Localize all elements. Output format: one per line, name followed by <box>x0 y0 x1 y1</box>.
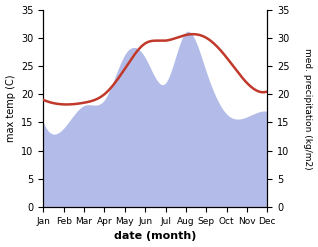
Y-axis label: max temp (C): max temp (C) <box>5 75 16 142</box>
Y-axis label: med. precipitation (kg/m2): med. precipitation (kg/m2) <box>303 48 313 169</box>
X-axis label: date (month): date (month) <box>114 231 197 242</box>
